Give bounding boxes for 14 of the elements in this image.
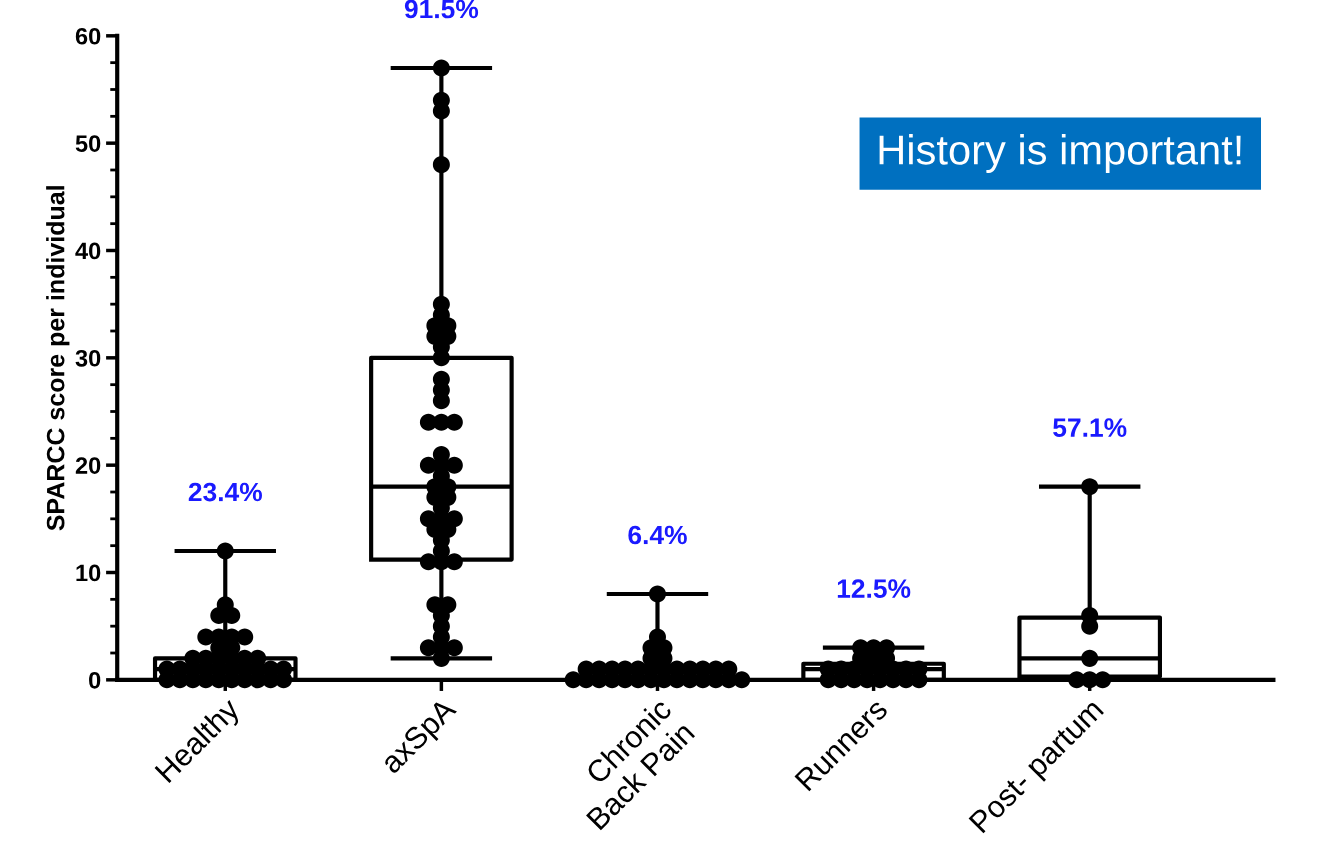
y-tick-label: 50 [75, 135, 101, 152]
y-tick-label: 0 [89, 671, 101, 689]
annotation: History is important! [879, 134, 1241, 173]
y-tick-label: 10 [76, 564, 101, 582]
text: 91.5% [404, 0, 479, 19]
y-tick-label: 40 [75, 242, 101, 260]
y-tick-label: 20 [75, 457, 101, 474]
annotation: 57.1% [1053, 418, 1127, 437]
annotation: 12.5% [837, 579, 911, 598]
y-tick-label: 60 [75, 27, 101, 45]
y-tick-label: 30 [75, 349, 101, 367]
annotation: 23.4% [188, 482, 262, 502]
annotation: 6.4% [628, 525, 687, 545]
y-axis-title: SPARCC score per individual [46, 186, 70, 531]
